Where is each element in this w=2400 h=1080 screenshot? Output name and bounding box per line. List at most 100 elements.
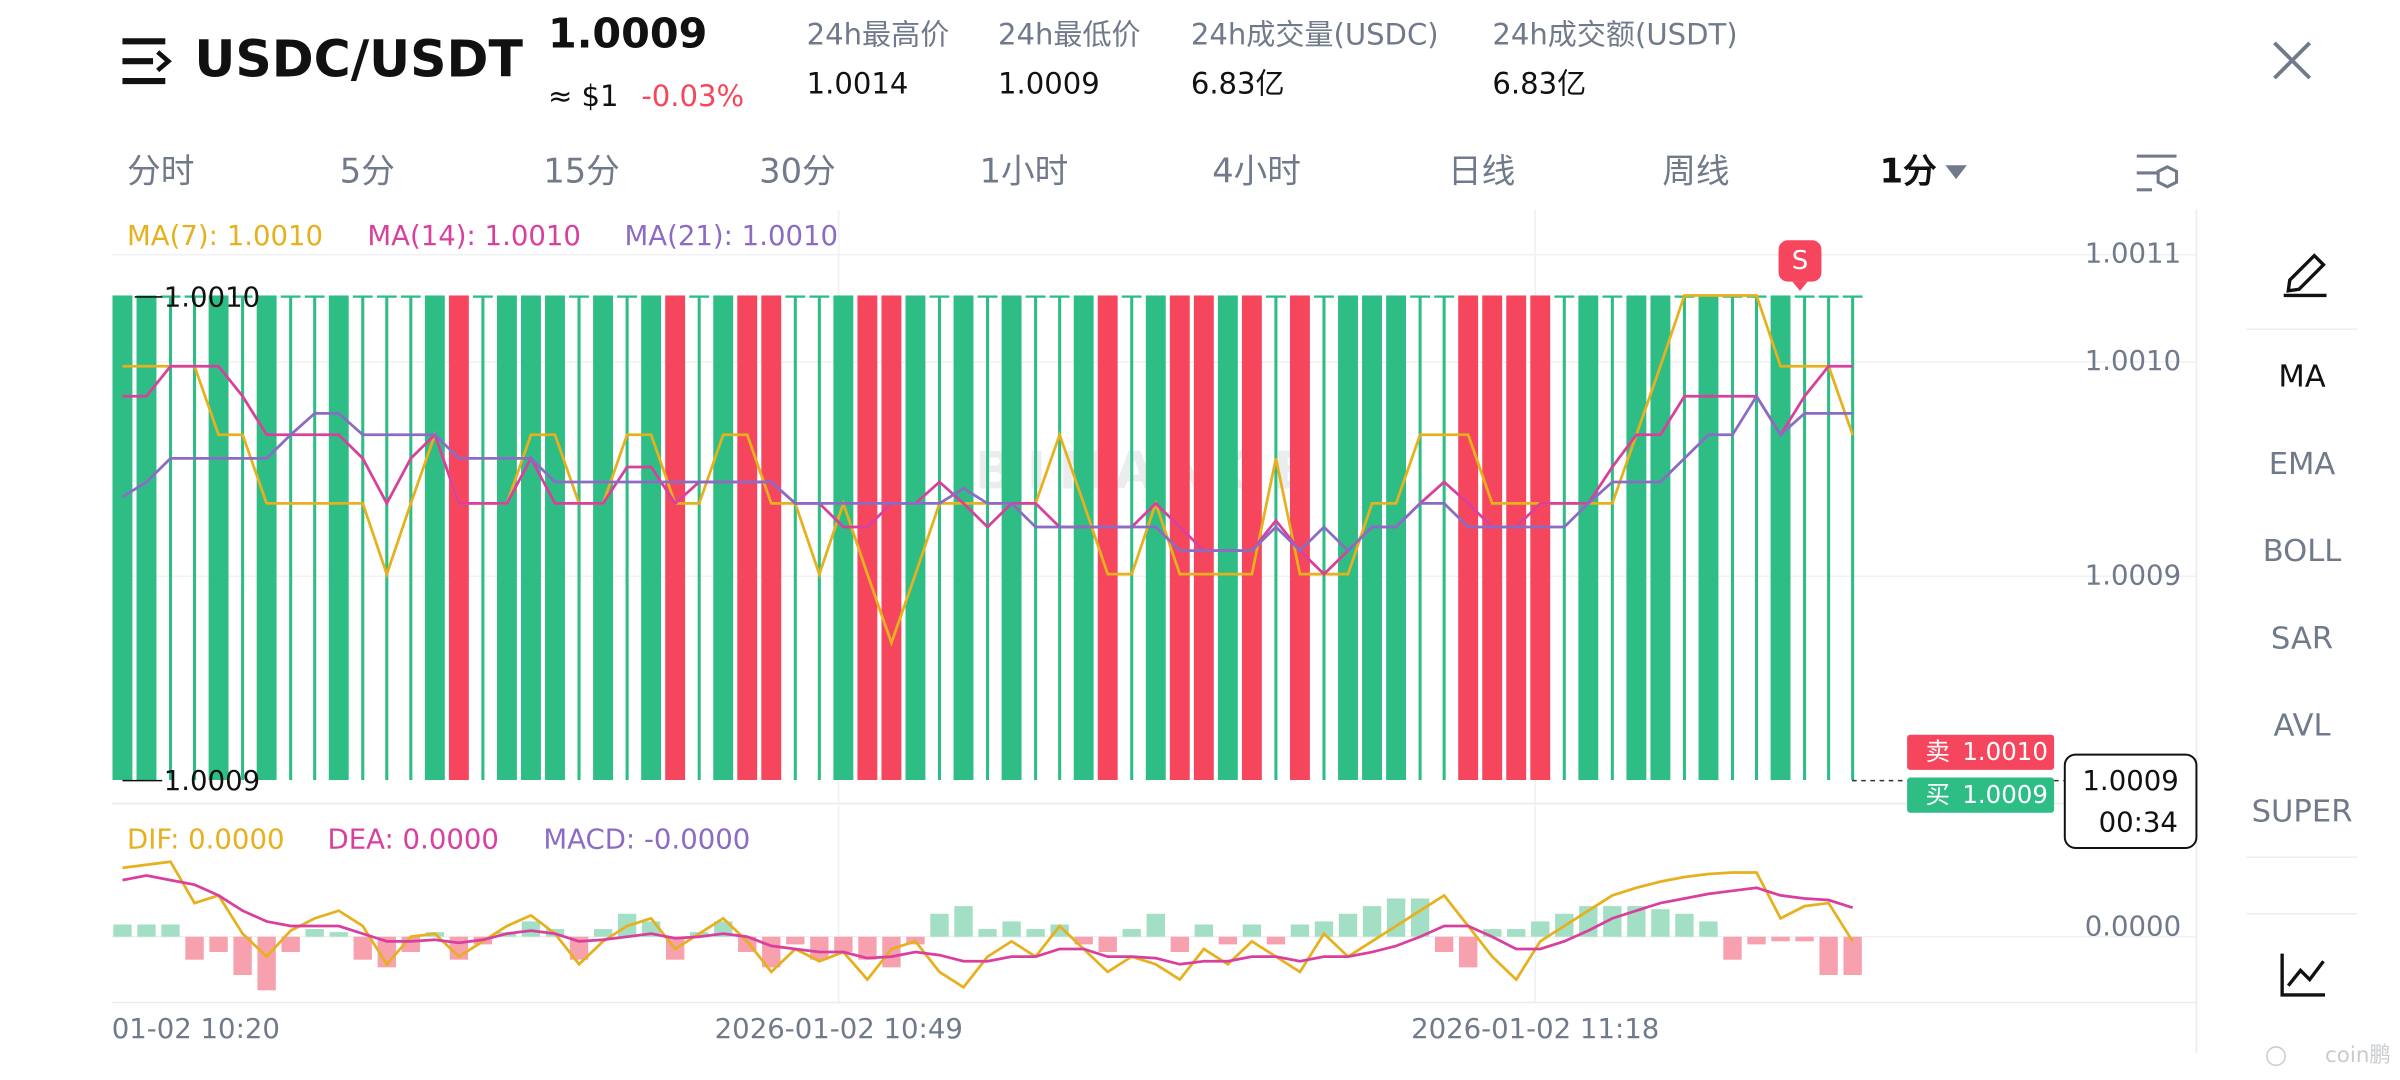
legend-item: MA(21): 1.0010 [624,220,838,252]
macd-bar [1242,924,1262,937]
stat-value: 1.0009 [998,67,1100,101]
candle-body [1217,295,1238,780]
x-tick-label: 01-02 10:20 [112,1013,280,1045]
candle-body [1794,295,1815,298]
candle-body [1770,295,1791,780]
interval-tab[interactable]: 4小时 [1212,151,1301,190]
close-button[interactable] [2273,41,2312,80]
candle-body [809,295,830,298]
macd-bar [593,929,613,937]
candle-body [400,295,421,298]
macd-bar [1122,929,1141,937]
macd-bar [305,929,324,937]
interval-tab[interactable]: 日线 [1448,151,1515,190]
macd-bar [834,936,853,953]
candle-body [521,295,541,780]
candle-body [977,295,998,298]
candle-body [376,295,397,298]
candle-body [593,295,614,780]
indicator-line [121,393,1853,553]
macd-bar [1338,913,1358,937]
candle-body [1241,295,1262,780]
candle-body [1650,295,1671,780]
buy-label: 买 [1926,780,1950,809]
candle-body [1626,295,1647,780]
interval-tab[interactable]: 分时 [127,151,194,190]
legend-item: DEA: 0.0000 [328,823,499,855]
watermark-icon [2266,1046,2286,1067]
candle-body [665,295,686,780]
candle-body [1458,295,1479,780]
candle-body [1482,295,1503,780]
icon-axis [2280,953,2325,997]
y-tick-label: 1.0009 [2085,559,2181,591]
last-price: 1.0009 [548,10,707,58]
macd-bar [1819,936,1838,975]
macd-bar [1386,898,1406,937]
indicator-option-active[interactable]: MA [2278,360,2325,395]
candle-body [905,295,926,780]
last-price-box [2063,753,2198,849]
menu-icon[interactable] [122,38,172,85]
signal-label: S [1792,246,1809,276]
candle-body [1362,295,1382,780]
sell-price: 1.0010 [1962,737,2048,766]
chart-type-icon[interactable] [2280,953,2325,997]
candle-body [569,295,589,298]
candle-body [1025,295,1046,298]
candle-body [881,295,902,780]
macd-bar [1795,936,1814,942]
macd-bar [113,924,132,937]
candle-body [160,295,181,298]
interval-tab[interactable]: 30分 [759,151,835,190]
footer-watermark: coin鹏 [2325,1043,2391,1068]
macd-bar [1723,936,1742,960]
stat-label: 24h成交量(USDC) [1191,18,1439,52]
macd-bar [233,936,252,975]
stat-label: 24h成交额(USDT) [1492,18,1737,52]
candle-body [545,295,565,780]
candle-body [472,295,493,298]
candle-body [1314,295,1334,298]
interval-tab-active[interactable]: 1分 [1880,151,1937,190]
macd-bar [930,913,949,937]
legend-item: MA(14): 1.0010 [367,220,581,252]
macd-bar [1507,929,1526,937]
candle-body [761,295,782,780]
indicator-option[interactable]: SUPER [2252,794,2353,829]
interval-tab[interactable]: 15分 [543,151,619,190]
candle-body [448,295,469,780]
macd-bar [1362,906,1382,937]
candle-body [833,295,854,780]
candle-body [737,295,758,780]
macd-bar [1194,924,1214,937]
macd-bar [1458,936,1478,968]
candle-body [1338,295,1358,780]
interval-tab[interactable]: 1小时 [980,151,1069,190]
draw-tool-icon[interactable] [2283,253,2327,298]
candle-body [1530,295,1551,780]
countdown: 00:34 [2099,806,2178,838]
interval-tab[interactable]: 周线 [1662,151,1729,190]
pair-title: USDC/USDT [194,29,523,88]
macd-bar [1218,936,1238,945]
candle-body [641,295,662,780]
indicator-option[interactable]: EMA [2269,447,2336,482]
settings-icon[interactable] [2136,154,2179,192]
candle-body [352,295,373,298]
indicator-option[interactable]: BOLL [2263,534,2342,569]
sell-label: 卖 [1926,737,1950,766]
candle-body [1434,295,1455,298]
high-label: 1.0010 [164,281,260,313]
macd-bar [281,936,300,953]
buy-tag [1907,777,2055,813]
indicator-option[interactable]: AVL [2274,709,2331,744]
candle-body [256,295,277,780]
interval-tab[interactable]: 5分 [340,151,395,190]
macd-bar [257,936,276,991]
last-price-value: 1.0009 [2082,765,2178,797]
macd-bar [882,936,901,968]
indicator-option[interactable]: SAR [2271,621,2333,656]
